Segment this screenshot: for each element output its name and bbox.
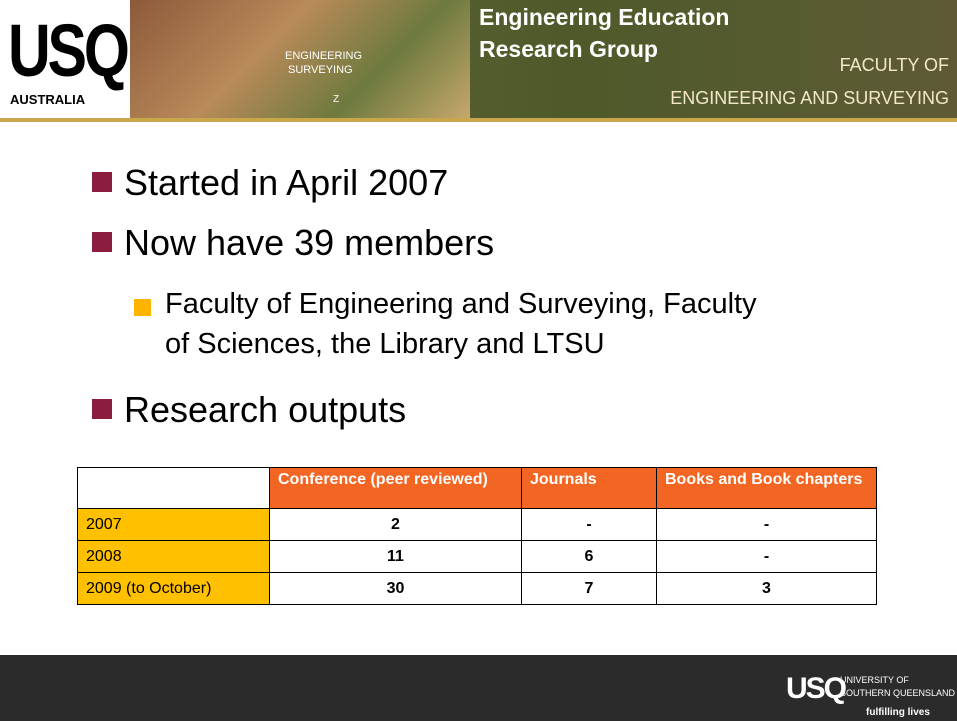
sign-text: ENGINEERING [285,50,362,62]
corner-cell [78,468,270,509]
row-header: 2007 [78,509,270,541]
bullet [92,399,112,419]
bullet [92,172,112,192]
row-header: 2008 [78,541,270,573]
table-cell: 2 [270,509,522,541]
sub-bullet [134,299,151,316]
bullet-text: Now have 39 members [124,222,494,264]
table-cell: 7 [522,573,657,605]
table-cell: 3 [657,573,877,605]
row-header: 2009 (to October) [78,573,270,605]
column-header: Books and Book chapters [657,468,877,509]
table-cell: - [657,509,877,541]
header-title: Engineering Education [479,4,729,31]
sub-bullet-text: of Sciences, the Library and LTSU [165,328,605,361]
logo: USQ [8,8,127,93]
sub-bullet-text: Faculty of Engineering and Surveying, Fa… [165,288,757,321]
logo-sub: AUSTRALIA [10,92,85,107]
faculty: FACULTY OF [840,55,949,76]
bullet-text: Research outputs [124,389,406,431]
bullet [92,232,112,252]
footer-tagline: fulfilling lives [866,707,930,718]
slide: USQ AUSTRALIA ENGINEERING SURVEYING Z En… [0,0,957,721]
footer-name: UNIVERSITY OF [840,675,909,685]
header-rule [0,118,957,122]
table-cell: 30 [270,573,522,605]
bullet-text: Started in April 2007 [124,162,448,204]
table-cell: 6 [522,541,657,573]
column-header: Conference (peer reviewed) [270,468,522,509]
header-title: Research Group [479,36,658,63]
footer-logo: USQ [786,672,845,706]
faculty: ENGINEERING AND SURVEYING [670,88,949,109]
footer-name: SOUTHERN QUEENSLAND [840,688,955,698]
sign-text: SURVEYING [288,64,353,76]
sign-text: Z [333,94,339,105]
column-header: Journals [522,468,657,509]
table-cell: 11 [270,541,522,573]
outputs-table: Conference (peer reviewed) Journals Book… [77,467,877,605]
table-cell: - [657,541,877,573]
table-cell: - [522,509,657,541]
